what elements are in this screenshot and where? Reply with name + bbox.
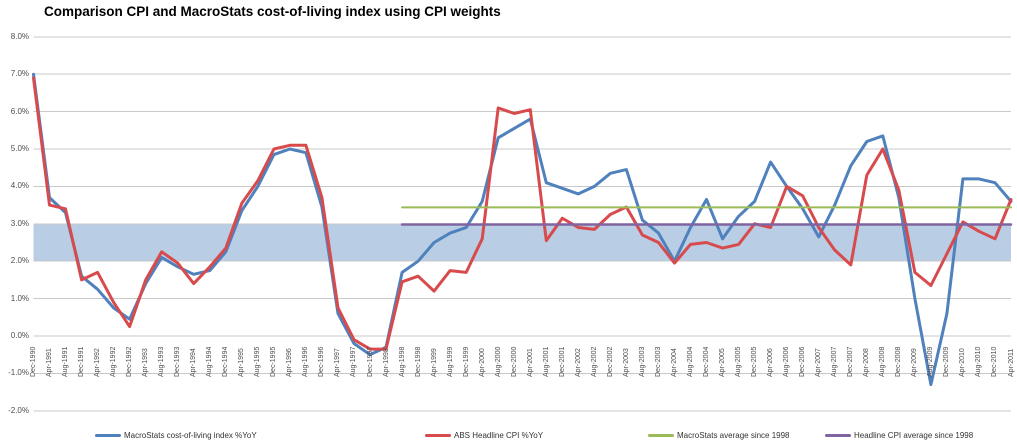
x-axis-label: Apr-1996 (286, 348, 294, 377)
legend-label: MacroStats cost-of-living index %YoY (124, 430, 257, 440)
x-axis-label: Apr-1993 (142, 348, 150, 377)
x-axis-label: Aug-2007 (831, 346, 839, 377)
x-axis-label: Dec-2006 (799, 346, 807, 377)
legend-swatch-headline-cpi-average-line (825, 433, 851, 437)
x-axis-label: Apr-1991 (46, 348, 54, 377)
legend-item-headline-cpi-average: Headline CPI average since 1998 (825, 428, 973, 442)
x-axis-label: Apr-1994 (190, 348, 198, 377)
x-axis-label: Dec-2010 (991, 346, 999, 377)
x-axis-label: Apr-2006 (767, 348, 775, 377)
x-axis-label: Apr-2005 (719, 348, 727, 377)
x-axis-label: Apr-2001 (526, 348, 534, 377)
y-axis-label: -1.0% (8, 368, 29, 378)
x-axis-label: Dec-1992 (126, 346, 134, 377)
x-axis-label: Apr-1995 (238, 348, 246, 377)
legend-label: ABS Headline CPI %YoY (454, 430, 544, 440)
legend-label: MacroStats average since 1998 (677, 430, 790, 440)
x-axis-label: Aug-1993 (158, 346, 166, 377)
x-axis-label: Aug-2009 (927, 346, 935, 377)
x-axis-label: Dec-2003 (654, 346, 662, 377)
x-axis-label: Aug-2006 (783, 346, 791, 377)
x-axis-label: Apr-2007 (815, 348, 823, 377)
x-axis-label: Aug-2004 (687, 346, 694, 377)
legend-swatch-cpi-line (425, 433, 451, 437)
x-axis-label: Dec-1991 (78, 346, 86, 377)
x-axis-label: Apr-2004 (670, 348, 678, 377)
x-axis-label: Dec-1993 (174, 346, 182, 377)
x-axis-label: Aug-2008 (879, 346, 887, 377)
x-axis-label: Apr-2000 (478, 348, 486, 377)
x-axis-label: Aug-1991 (62, 346, 70, 377)
x-axis-label: Apr-2011 (1007, 348, 1015, 377)
legend-swatch-macrostats-average-line (648, 433, 674, 437)
legend-item-abs-cpi: ABS Headline CPI %YoY (425, 428, 543, 442)
x-axis-label: Dec-1994 (222, 346, 230, 377)
x-axis-label: Aug-1999 (446, 346, 454, 377)
x-axis-label: Dec-1990 (30, 346, 37, 377)
chart-title: Comparison CPI and MacroStats cost-of-li… (44, 4, 501, 19)
macrostats-line (32, 72, 1013, 387)
x-axis-label: Dec-2008 (895, 346, 903, 377)
x-axis-label: Apr-2008 (863, 348, 871, 377)
x-axis-label: Aug-2005 (735, 346, 743, 377)
legend-item-macrostats-average: MacroStats average since 1998 (648, 428, 790, 442)
y-axis-label: 5.0% (10, 144, 29, 153)
x-axis-label: Aug-2010 (975, 346, 983, 377)
x-axis-label: Aug-1994 (206, 346, 214, 377)
legend-label: Headline CPI average since 1998 (854, 430, 974, 440)
x-axis-label: Dec-1999 (462, 346, 470, 377)
x-axis-label: Apr-2003 (622, 348, 630, 377)
x-axis-label: Aug-2001 (542, 346, 550, 377)
x-axis-label: Aug-2003 (638, 346, 646, 377)
y-axis-label: 2.0% (10, 256, 29, 266)
cpi-line (32, 76, 1013, 351)
x-axis-label: Aug-1997 (350, 346, 358, 377)
x-axis-label: Dec-2007 (847, 346, 855, 377)
x-axis-label: Aug-2000 (494, 346, 502, 377)
legend: MacroStats cost-of-living index %YoY ABS… (0, 428, 1017, 444)
x-axis-label: Dec-2004 (703, 346, 711, 377)
y-axis-label: 3.0% (10, 218, 29, 228)
x-axis-label: Apr-1997 (334, 348, 342, 377)
x-axis-label: Dec-2002 (606, 346, 614, 377)
x-axis-label: Aug-1995 (254, 346, 262, 377)
x-axis-label: Apr-1998 (382, 348, 390, 377)
x-axis-label: Aug-1992 (110, 346, 118, 377)
x-axis-label: Apr-2010 (959, 348, 967, 377)
y-axis-label: 1.0% (10, 293, 29, 303)
y-axis-label: 7.0% (10, 69, 29, 79)
x-axis-label: Dec-2000 (510, 346, 518, 377)
x-axis-label: Dec-2005 (751, 346, 759, 377)
legend-swatch-macrostats-line (95, 433, 121, 437)
y-axis-label: -2.0% (8, 405, 29, 415)
x-axis-label: Apr-1999 (430, 348, 438, 377)
y-axis-label: 6.0% (10, 106, 29, 116)
x-axis-label: Dec-1998 (414, 346, 422, 377)
target-band (33, 223, 1011, 262)
y-axis-label: 8.0% (10, 31, 29, 41)
x-axis-label: Aug-2002 (590, 346, 598, 377)
legend-item-macrostats: MacroStats cost-of-living index %YoY (95, 428, 257, 442)
x-axis-label: Dec-2009 (943, 346, 951, 377)
x-axis-label: Apr-2002 (574, 348, 582, 377)
x-axis-label: Dec-1996 (318, 346, 326, 377)
x-axis-label: Apr-1992 (94, 348, 102, 377)
x-axis-label: Dec-2001 (558, 346, 566, 377)
x-axis-label: Aug-1996 (302, 346, 310, 377)
y-axis-label: 4.0% (10, 181, 29, 191)
x-axis-label: Apr-2009 (911, 348, 919, 377)
x-axis-label: Dec-1997 (366, 346, 374, 377)
x-axis-label: Aug-1998 (398, 346, 406, 377)
y-axis-label: 0.0% (10, 331, 29, 340)
x-axis-label: Dec-1995 (270, 346, 278, 377)
